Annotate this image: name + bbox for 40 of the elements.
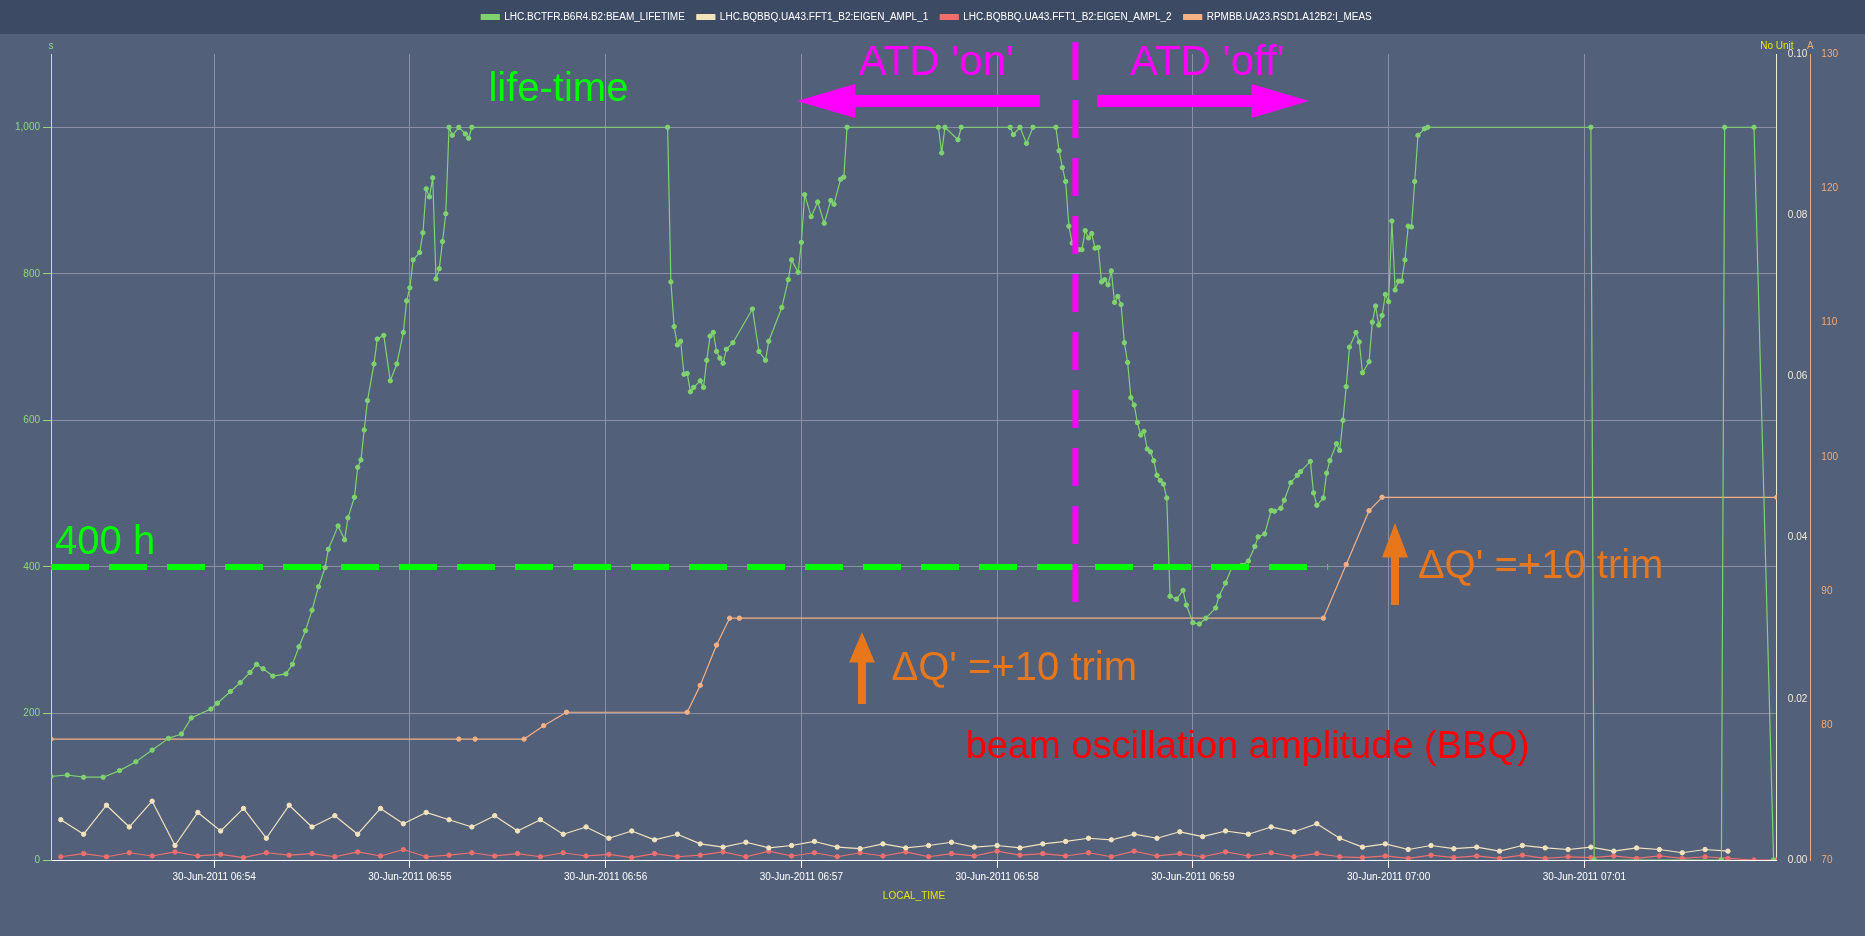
annotation: ΔQ' =+10 trim: [1417, 542, 1664, 587]
y2-tick-label: 0.00: [1787, 853, 1808, 865]
y-tick-label: 800: [23, 267, 41, 279]
x-tick-label: 30-Jun-2011 07:00: [1347, 870, 1431, 882]
x-tick-label: 30-Jun-2011 06:55: [368, 870, 452, 882]
annotation: beam oscillation amplitude (BBQ): [965, 724, 1530, 767]
y3-axis-title: A: [1806, 39, 1814, 51]
y2-tick-label: 0.02: [1787, 692, 1808, 704]
y-tick-label: 0: [34, 853, 41, 865]
x-tick-label: 30-Jun-2011 06:57: [759, 870, 844, 882]
x-tick-label: 30-Jun-2011 06:59: [1151, 870, 1235, 882]
annotation: ATD 'on': [858, 37, 1015, 85]
y3-tick-label: 130: [1821, 47, 1839, 59]
y2-tick-label: 0.06: [1787, 370, 1808, 382]
y3-tick-label: 120: [1821, 182, 1839, 194]
legend-label: RPMBB.UA23.RSD1.A12B2:I_MEAS: [1206, 10, 1373, 22]
legend-label: LHC.BQBBQ.UA43.FFT1_B2:EIGEN_AMPL_2: [963, 10, 1173, 22]
y3-tick-label: 70: [1821, 853, 1833, 865]
x-tick-label: 30-Jun-2011 06:54: [172, 870, 257, 882]
x-tick-label: 30-Jun-2011 06:56: [564, 870, 648, 882]
x-tick-label: 30-Jun-2011 06:58: [955, 870, 1040, 882]
y2-tick-label: 0.08: [1787, 208, 1808, 220]
y3-tick-label: 100: [1821, 450, 1839, 462]
y3-tick-label: 80: [1821, 719, 1833, 731]
y-tick-label: 600: [23, 414, 41, 426]
y3-tick-label: 110: [1821, 316, 1838, 328]
y-tick-label: 400: [23, 560, 41, 572]
y-tick-label: 1,000: [14, 121, 41, 133]
y-axis-title: s: [48, 39, 54, 51]
x-axis-title: LOCAL_TIME: [882, 889, 946, 901]
y3-tick-label: 90: [1821, 585, 1833, 597]
x-tick-label: 30-Jun-2011 07:01: [1542, 870, 1627, 882]
annotation: ΔQ' =+10 trim: [891, 644, 1138, 689]
annotation: life-time: [488, 65, 629, 110]
legend-label: LHC.BCTFR.B6R4.B2:BEAM_LIFETIME: [504, 10, 686, 22]
ref-line-label: 400 h: [55, 517, 156, 562]
legend-label: LHC.BQBBQ.UA43.FFT1_B2:EIGEN_AMPL_1: [719, 10, 929, 22]
annotation: ATD 'off': [1130, 37, 1285, 85]
y-tick-label: 200: [23, 707, 41, 719]
y2-tick-label: 0.04: [1787, 531, 1808, 543]
